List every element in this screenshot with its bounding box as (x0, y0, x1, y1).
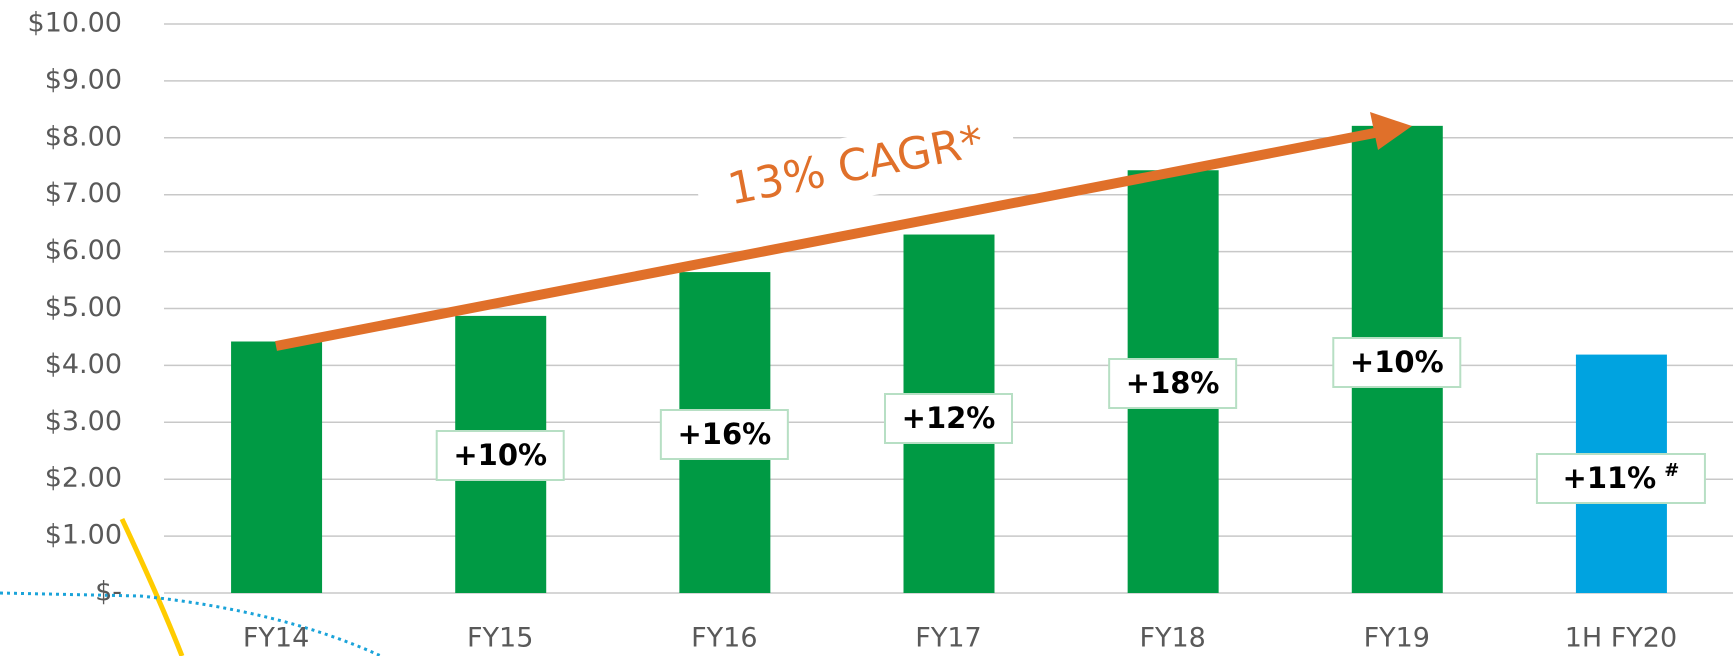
cagr-arrow (275, 126, 1386, 351)
x-tick-label: FY15 (467, 623, 533, 654)
growth-note: # (1664, 460, 1679, 481)
annotation-bg (692, 106, 1019, 228)
growth-value: +16% (677, 417, 771, 451)
growth-label: +11% # (1563, 460, 1680, 495)
growth-box (435, 430, 565, 481)
growth-value: +11% (1563, 461, 1657, 495)
growth-label: +10% (453, 438, 547, 472)
growth-value: +12% (902, 401, 996, 435)
y-tick-label: $- (95, 577, 122, 608)
x-tick-label: FY17 (915, 623, 981, 654)
labels: $- $1.00 $2.00 $3.00 $4.00 $5.00 $6.00 $7.00 $8.… (28, 8, 1706, 654)
growth-box (1535, 453, 1706, 504)
y-tick-label: $7.00 (45, 178, 122, 209)
x-tick-label: FY18 (1139, 623, 1205, 654)
bar (231, 341, 323, 593)
growth-label: +16% (677, 417, 771, 451)
growth-value: +10% (1350, 345, 1444, 379)
y-tick-label: $5.00 (45, 292, 122, 323)
growth-label: +18% (1126, 366, 1220, 400)
growth-value: +18% (1126, 366, 1220, 400)
growth-value: +10% (453, 438, 547, 472)
growth-box (1332, 337, 1462, 388)
annotation-text: 13% CAGR* (724, 116, 987, 215)
y-tick-label: $3.00 (45, 406, 122, 437)
growth-box (1108, 358, 1238, 409)
x-tick-label: FY14 (243, 623, 309, 654)
decor-dotted (0, 591, 382, 656)
growth-label: +12% (902, 401, 996, 435)
x-tick-label: FY19 (1364, 623, 1430, 654)
y-tick-label: $9.00 (45, 64, 122, 95)
growth-box (659, 409, 789, 460)
y-tick-label: $6.00 (45, 235, 122, 266)
y-tick-label: $1.00 (45, 520, 122, 551)
y-tick-label: $4.00 (45, 349, 122, 380)
x-tick-label: 1H FY20 (1565, 623, 1677, 654)
growth-label: +10% (1350, 345, 1444, 379)
x-tick-label: FY16 (691, 623, 757, 654)
growth-box (884, 393, 1013, 444)
y-tick-label: $10.00 (28, 8, 122, 39)
cagr-arrowhead (1370, 112, 1412, 150)
y-tick-label: $2.00 (45, 463, 122, 494)
y-tick-label: $8.00 (45, 121, 122, 152)
decor-curve (119, 517, 185, 656)
